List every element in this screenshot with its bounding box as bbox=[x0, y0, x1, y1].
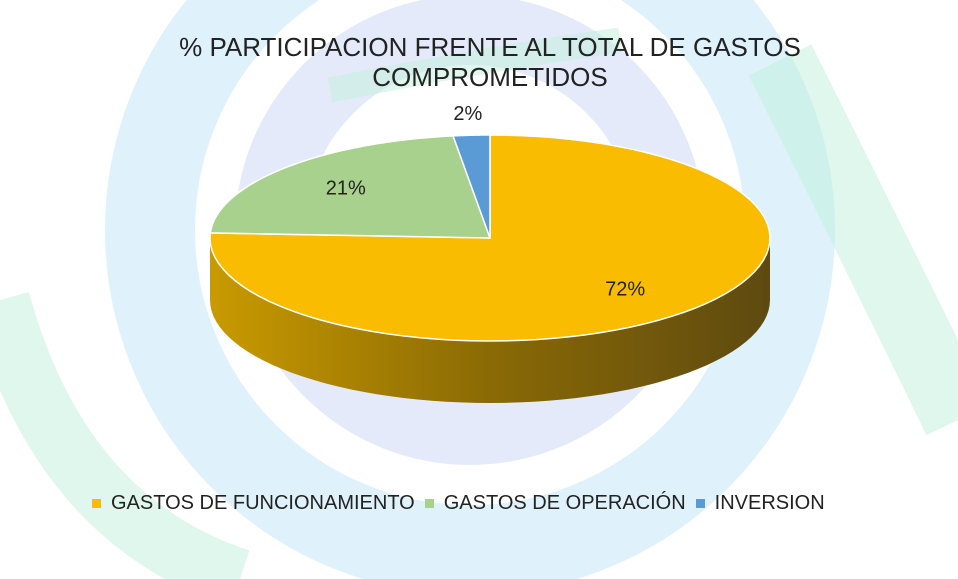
legend-item: INVERSION bbox=[696, 492, 825, 515]
legend-swatch bbox=[92, 499, 101, 508]
legend-label: GASTOS DE FUNCIONAMIENTO bbox=[111, 492, 415, 515]
legend-label: INVERSION bbox=[715, 492, 825, 515]
legend-item: GASTOS DE FUNCIONAMIENTO bbox=[92, 492, 415, 515]
chart: 72% 21% 2% % PARTICIPACION FRENTE AL TOTAL… bbox=[0, 0, 958, 579]
data-label: 72% bbox=[605, 279, 645, 301]
data-label: 2% bbox=[453, 103, 482, 125]
legend-swatch bbox=[696, 499, 705, 508]
legend-label: GASTOS DE OPERACIÓN bbox=[444, 492, 686, 515]
data-label: 21% bbox=[326, 177, 366, 199]
chart-title: % PARTICIPACION FRENTE AL TOTAL DE GASTO… bbox=[130, 32, 850, 92]
legend-item: GASTOS DE OPERACIÓN bbox=[425, 492, 686, 515]
legend-swatch bbox=[425, 499, 434, 508]
legend: GASTOS DE FUNCIONAMIENTO GASTOS DE OPERAC… bbox=[92, 492, 852, 515]
